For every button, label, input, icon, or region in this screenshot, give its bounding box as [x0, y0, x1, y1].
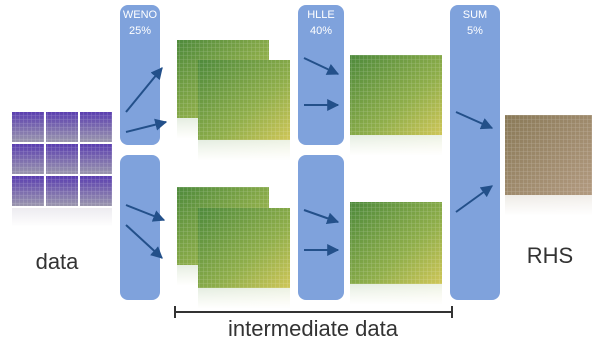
- grid-mesh: [46, 144, 78, 174]
- input-label: data: [36, 249, 80, 274]
- grid-mesh: [46, 112, 78, 142]
- stage-share: 40%: [310, 25, 332, 37]
- grid-reflection-fade: [197, 140, 291, 161]
- grid-mesh: [46, 176, 78, 206]
- grid-reflection-fade: [11, 208, 113, 227]
- grid-reflection-fade: [197, 288, 291, 309]
- stage-share: 25%: [129, 25, 151, 37]
- grid-mesh: [80, 176, 112, 206]
- grid-mesh: [350, 202, 442, 284]
- grid-mesh: [12, 112, 44, 142]
- stage-box: [120, 155, 160, 300]
- output-label: RHS: [527, 243, 573, 268]
- stage-box: [450, 5, 500, 300]
- intermediate-label: intermediate data: [228, 316, 399, 341]
- grid-reflection-fade: [504, 195, 592, 216]
- grid-mesh: [80, 144, 112, 174]
- grid-mesh: [198, 60, 290, 140]
- stage-name: HLLE: [307, 9, 335, 21]
- grid-mesh: [80, 112, 112, 142]
- stage-box: [298, 155, 344, 300]
- grid-reflection-fade: [349, 284, 443, 305]
- diagram: WENO 25% HLLE 40% SUM 5% data RHS interm…: [0, 0, 592, 343]
- stage-name: SUM: [463, 9, 487, 21]
- grid-mesh: [12, 144, 44, 174]
- stage-share: 5%: [467, 25, 483, 37]
- grid-mesh: [350, 55, 442, 135]
- grid-reflection-fade: [349, 135, 443, 156]
- grid-mesh: [12, 176, 44, 206]
- stage-name: WENO: [123, 9, 158, 21]
- grid-mesh: [198, 208, 290, 288]
- grid-mesh: [505, 115, 592, 195]
